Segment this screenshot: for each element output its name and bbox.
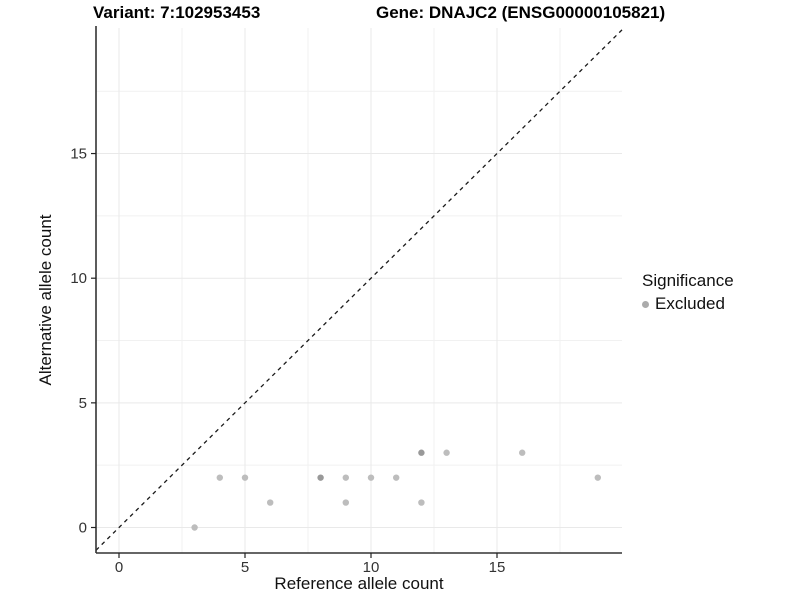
scatter-point [216,474,223,481]
gene-title: Gene: DNAJC2 (ENSG00000105821) [376,3,666,22]
x-tick-label: 0 [115,559,123,576]
scatter-point [342,474,349,481]
y-tick-label: 15 [70,146,87,163]
scatter-point [342,499,349,506]
y-tick-label: 5 [79,395,87,412]
scatter-point [519,449,526,456]
y-axis-title: Alternative allele count [36,214,55,386]
legend-item-label: Excluded [655,294,725,313]
y-tick-label: 10 [70,270,87,287]
scatter-point [267,499,274,506]
x-tick-label: 10 [363,559,380,576]
scatter-point [393,474,400,481]
scatter-point [418,449,425,456]
scatter-point [191,524,198,531]
x-tick-label: 5 [241,559,249,576]
scatter-point [241,474,249,481]
legend-title: Significance [642,271,734,290]
scatter-point [594,474,601,481]
legend-item-excluded: Excluded [642,294,734,314]
scatter-point [367,474,375,481]
scatter-point [418,499,425,506]
variant-title: Variant: 7:102953453 [93,3,261,22]
scatter-point [443,449,450,456]
x-axis-title: Reference allele count [274,574,444,593]
scatter-point [317,474,324,481]
x-tick-label: 15 [489,559,506,576]
legend: Significance Excluded [642,271,734,314]
y-tick-label: 0 [79,520,87,537]
legend-key-dot-icon [642,300,649,308]
identity-line [95,29,623,551]
